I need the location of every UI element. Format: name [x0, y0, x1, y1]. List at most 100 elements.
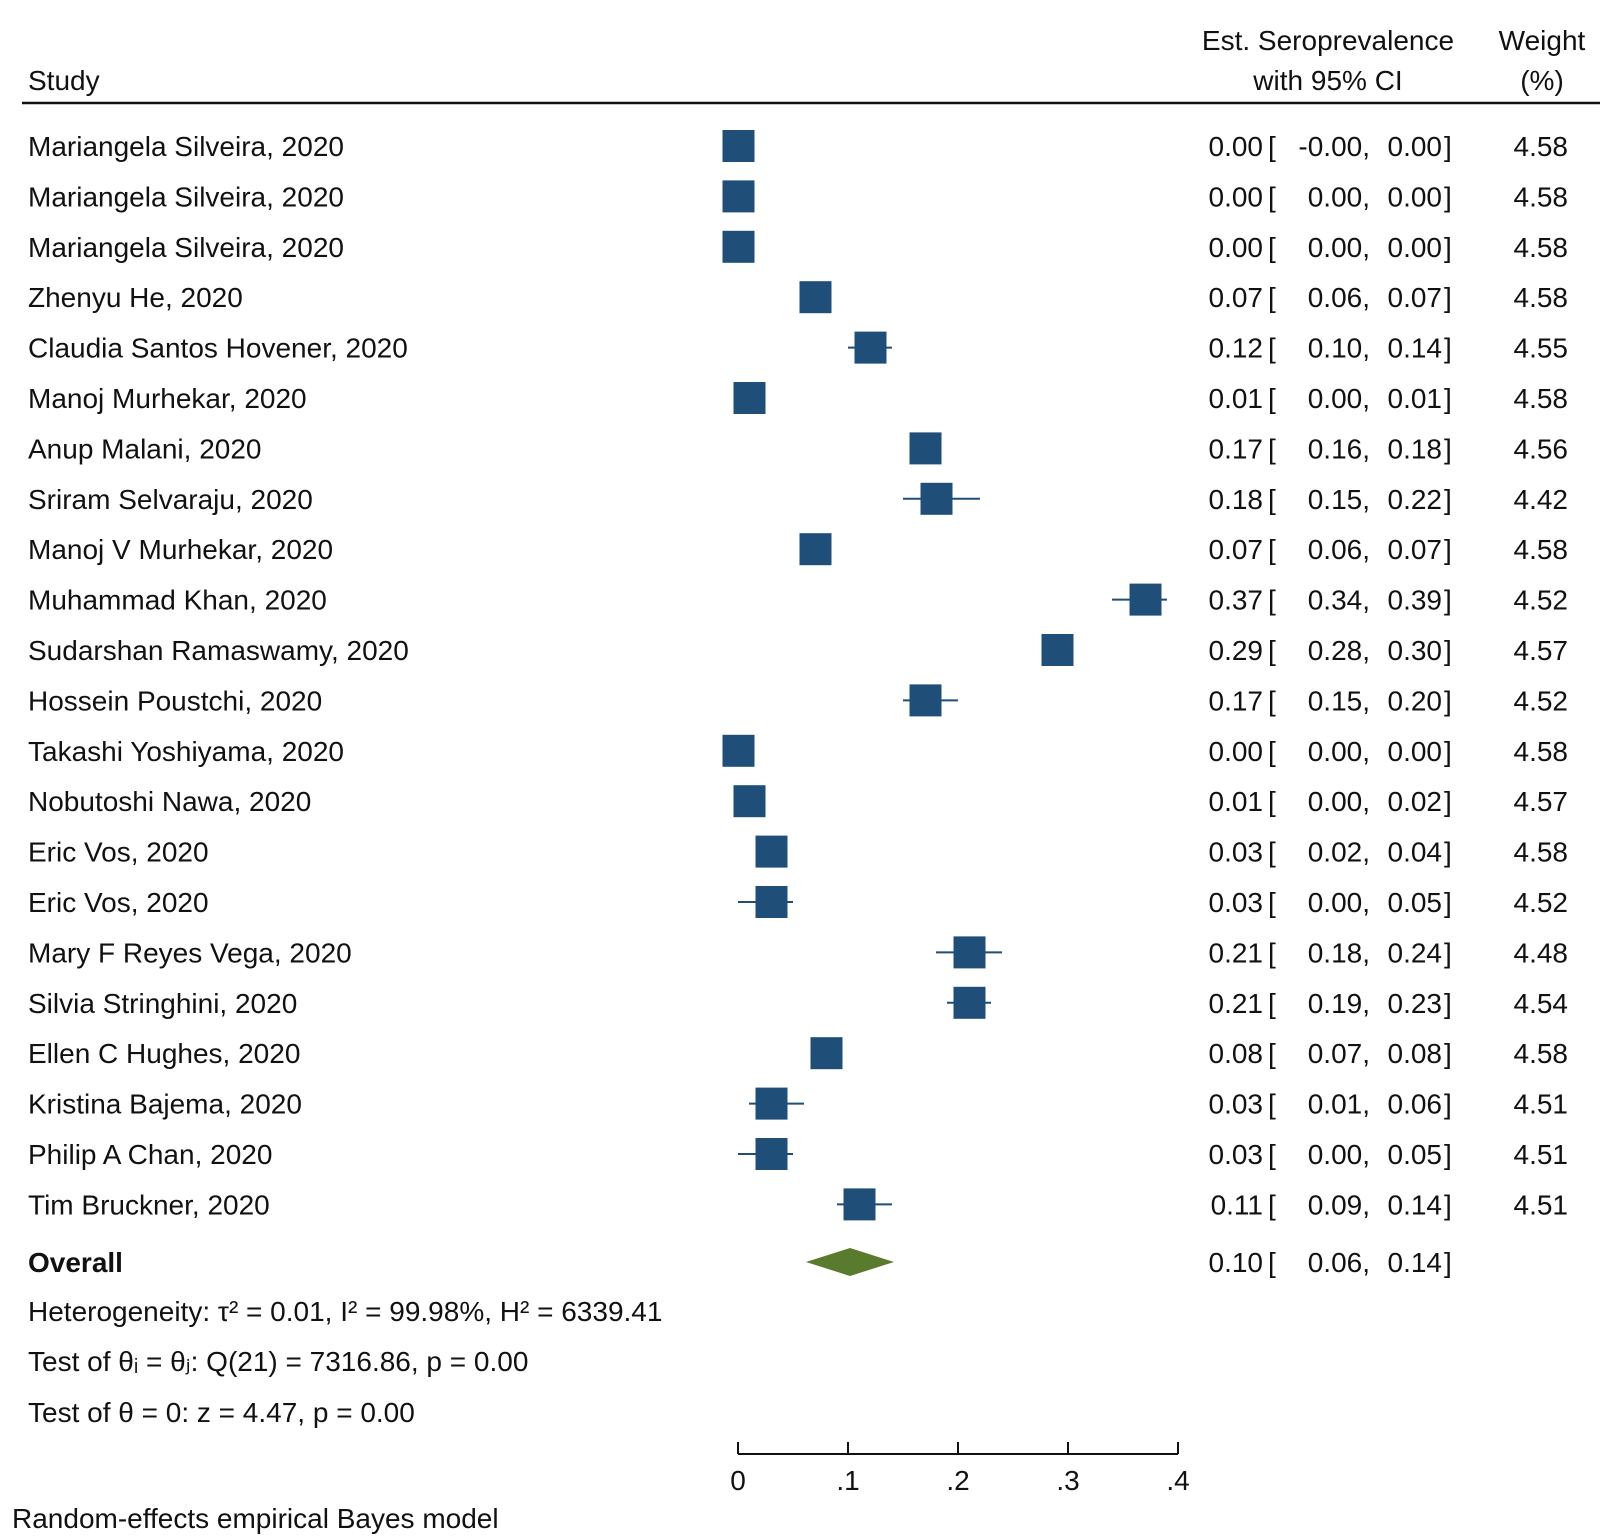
estimate-value: 0.11 — [1211, 1189, 1263, 1220]
ci-close-bracket: ] — [1444, 484, 1452, 515]
ci-open-bracket: [ — [1268, 837, 1276, 868]
estimate-value: 0.37 — [1209, 585, 1264, 616]
weight-value: 4.56 — [1514, 433, 1569, 464]
ci-lower: 0.07, — [1308, 1038, 1370, 1069]
ci-upper: 0.06 — [1388, 1089, 1443, 1120]
estimate-value: 0.07 — [1209, 534, 1264, 565]
weight-value: 4.57 — [1514, 786, 1569, 817]
study-row: Claudia Santos Hovener, 2020 0.12[0.10, 0.… — [28, 331, 1569, 364]
point-marker — [755, 835, 788, 868]
ci-lower: 0.09, — [1308, 1189, 1370, 1220]
study-row: Mariangela Silveira, 2020 0.00[0.00, 0.00]… — [28, 230, 1568, 263]
study-label: Tim Bruckner, 2020 — [28, 1189, 270, 1220]
study-row: Eric Vos, 2020 0.03[0.00, 0.05] 4.52 — [28, 886, 1568, 918]
study-row: Eric Vos, 2020 0.03[0.02, 0.04] 4.58 — [28, 835, 1569, 868]
ci-lower: 0.00, — [1308, 383, 1370, 414]
weight-value: 4.57 — [1514, 635, 1569, 666]
study-label: Anup Malani, 2020 — [28, 433, 262, 464]
study-label: Silvia Stringhini, 2020 — [28, 988, 297, 1019]
ci-upper: 0.23 — [1388, 988, 1443, 1019]
ci-close-bracket: ] — [1444, 1189, 1452, 1220]
overall-label: Overall — [28, 1247, 123, 1278]
weight-value: 4.54 — [1514, 988, 1569, 1019]
study-label: Sudarshan Ramaswamy, 2020 — [28, 635, 409, 666]
estimate-value: 0.00 — [1209, 131, 1264, 162]
point-marker — [1129, 583, 1162, 616]
study-row: Manoj Murhekar, 2020 0.01[0.00, 0.01] 4.58 — [28, 382, 1568, 414]
weight-value: 4.58 — [1514, 131, 1569, 162]
study-row: Manoj V Murhekar, 2020 0.07[0.06, 0.07] 4.5… — [28, 533, 1568, 566]
ci-upper: 0.07 — [1388, 282, 1443, 313]
estimate-value: 0.17 — [1209, 685, 1264, 716]
study-row: Muhammad Khan, 2020 0.37[0.34, 0.39] 4.52 — [28, 583, 1568, 616]
estimate-value: 0.03 — [1209, 887, 1264, 918]
ci-lower: 0.28, — [1308, 635, 1370, 666]
ci-open-bracket: [ — [1268, 131, 1276, 162]
ci-open-bracket: [ — [1268, 232, 1276, 263]
ci-upper: 0.20 — [1388, 685, 1443, 716]
weight-value: 4.58 — [1514, 837, 1569, 868]
ci-upper: 0.24 — [1388, 937, 1443, 968]
weight-value: 4.48 — [1514, 937, 1569, 968]
study-label: Manoj Murhekar, 2020 — [28, 383, 307, 414]
study-row: Mary F Reyes Vega, 2020 0.21[0.18, 0.24] 4.… — [28, 936, 1569, 969]
point-marker — [722, 180, 755, 213]
weight-value: 4.42 — [1514, 484, 1569, 515]
ci-open-bracket: [ — [1268, 484, 1276, 515]
ci-close-bracket: ] — [1444, 937, 1452, 968]
ci-upper: 0.07 — [1388, 534, 1443, 565]
weight-value: 4.58 — [1514, 181, 1569, 212]
ci-upper: 0.00 — [1388, 131, 1443, 162]
study-label: Eric Vos, 2020 — [28, 837, 209, 868]
ci-open-bracket: [ — [1268, 887, 1276, 918]
point-marker — [953, 936, 986, 969]
ci-close-bracket: ] — [1444, 1038, 1452, 1069]
study-label: Eric Vos, 2020 — [28, 887, 209, 918]
overall-estimate: 0.10 — [1209, 1247, 1264, 1278]
point-marker — [810, 1037, 843, 1070]
weight-value: 4.51 — [1514, 1089, 1569, 1120]
study-label: Takashi Yoshiyama, 2020 — [28, 736, 344, 767]
ci-lower: 0.06, — [1308, 282, 1370, 313]
ci-close-bracket: ] — [1444, 1247, 1452, 1278]
ci-upper: 0.01 — [1388, 383, 1443, 414]
study-row: Philip A Chan, 2020 0.03[0.00, 0.05] 4.51 — [28, 1138, 1568, 1170]
x-axis: 0 .1 .2 .3 .4 — [730, 1442, 1190, 1496]
ci-upper: 0.30 — [1388, 635, 1443, 666]
weight-value: 4.52 — [1514, 887, 1569, 918]
ci-close-bracket: ] — [1444, 433, 1452, 464]
ci-close-bracket: ] — [1444, 786, 1452, 817]
ci-close-bracket: ] — [1444, 837, 1452, 868]
ci-lower: 0.00, — [1308, 232, 1370, 263]
x-tick-label: .2 — [946, 1465, 969, 1496]
ci-close-bracket: ] — [1444, 282, 1452, 313]
ci-open-bracket: [ — [1268, 282, 1276, 313]
ci-lower: 0.19, — [1308, 988, 1370, 1019]
estimate-value: 0.29 — [1209, 635, 1264, 666]
x-tick-label: 0 — [730, 1465, 746, 1496]
weight-value: 4.52 — [1514, 685, 1569, 716]
weight-value: 4.51 — [1514, 1189, 1569, 1220]
study-label: Zhenyu He, 2020 — [28, 282, 243, 313]
ci-close-bracket: ] — [1444, 333, 1452, 364]
ci-close-bracket: ] — [1444, 736, 1452, 767]
estimate-value: 0.03 — [1209, 1139, 1264, 1170]
study-label: Sriram Selvaraju, 2020 — [28, 484, 313, 515]
estimate-value: 0.17 — [1209, 433, 1264, 464]
ci-open-bracket: [ — [1268, 635, 1276, 666]
study-row: Sriram Selvaraju, 2020 0.18[0.15, 0.22] 4.4… — [28, 482, 1569, 515]
ci-open-bracket: [ — [1268, 1247, 1276, 1278]
study-row: Tim Bruckner, 2020 0.11[0.09, 0.14] 4.51 — [28, 1188, 1569, 1221]
header-weight-line1: Weight — [1499, 25, 1586, 56]
ci-close-bracket: ] — [1444, 181, 1452, 212]
ci-upper: 0.00 — [1388, 232, 1443, 263]
point-marker — [854, 331, 887, 364]
study-label: Manoj V Murhekar, 2020 — [28, 534, 333, 565]
point-marker — [722, 130, 755, 162]
ci-open-bracket: [ — [1268, 685, 1276, 716]
header-weight-line2: (%) — [1520, 65, 1564, 96]
estimate-value: 0.00 — [1209, 736, 1264, 767]
weight-value: 4.55 — [1514, 333, 1569, 364]
estimate-value: 0.21 — [1209, 988, 1264, 1019]
